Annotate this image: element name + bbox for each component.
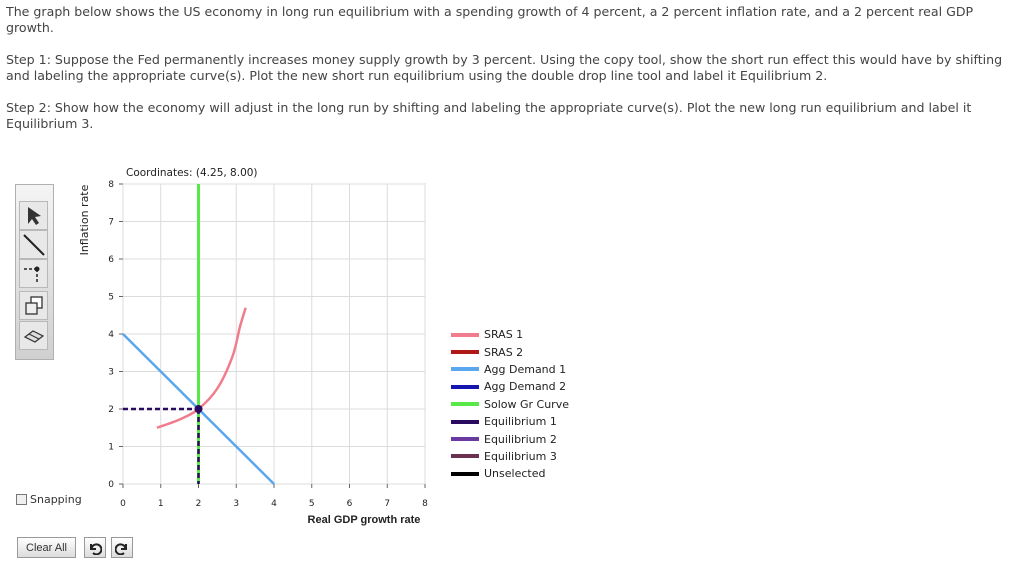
- y-tick-label: 2: [108, 405, 114, 415]
- legend-item-solow-gr-curve[interactable]: Solow Gr Curve: [451, 396, 569, 413]
- arrow-tool[interactable]: [19, 201, 48, 230]
- y-tick-label: 7: [108, 218, 114, 228]
- legend-item-equilibrium-2[interactable]: Equilibrium 2: [451, 430, 569, 447]
- copy-icon: [25, 296, 43, 315]
- legend-swatch: [451, 454, 479, 459]
- instruction-intro: The graph below shows the US economy in …: [6, 4, 974, 35]
- legend-swatch: [451, 367, 479, 372]
- legend-label: Agg Demand 1: [484, 362, 567, 376]
- x-tick-label: 3: [233, 499, 239, 509]
- legend-swatch: [451, 419, 479, 424]
- y-tick-label: 1: [108, 443, 114, 453]
- x-tick-label: 1: [158, 499, 164, 509]
- legend-label: Equilibrium 1: [484, 415, 557, 429]
- line-tool[interactable]: [19, 230, 48, 259]
- y-tick-label: 8: [108, 180, 114, 190]
- x-tick-label: 7: [384, 499, 390, 509]
- legend-item-equilibrium-1[interactable]: Equilibrium 1: [451, 413, 569, 430]
- legend-item-sras-1[interactable]: SRAS 1: [451, 326, 569, 343]
- legend-label: SRAS 2: [484, 345, 524, 359]
- eraser-tool[interactable]: [19, 321, 48, 350]
- clear-all-button[interactable]: Clear All: [17, 537, 76, 558]
- drop-line-icon: [24, 266, 40, 284]
- curve-sras-1: [156, 307, 247, 429]
- x-tick-label: 6: [347, 499, 353, 509]
- snapping-checkbox[interactable]: [16, 494, 27, 505]
- x-tick-label: 8: [422, 499, 428, 509]
- pointer-arrow-icon: [28, 207, 41, 225]
- double-drop-line-tool[interactable]: [19, 259, 48, 288]
- x-axis-label: Real GDP growth rate: [308, 514, 421, 526]
- y-tick-label: 4: [108, 330, 114, 340]
- y-tick-label: 0: [108, 480, 114, 490]
- eraser-icon: [23, 330, 45, 343]
- legend-swatch: [451, 471, 479, 476]
- legend-item-agg-demand-2[interactable]: Agg Demand 2: [451, 378, 569, 395]
- legend-label: Equilibrium 3: [484, 449, 557, 463]
- x-tick-label: 0: [120, 499, 126, 509]
- y-tick-label: 5: [108, 293, 114, 303]
- undo-icon: [90, 542, 102, 555]
- instruction-step2: Step 2: Show how the economy will adjust…: [6, 100, 972, 131]
- y-tick-label: 6: [108, 255, 114, 265]
- legend-swatch: [451, 437, 479, 442]
- legend-swatch: [451, 402, 479, 407]
- legend-item-unselected[interactable]: Unselected: [451, 465, 569, 482]
- snapping-toggle[interactable]: Snapping: [16, 493, 82, 506]
- legend-swatch: [451, 384, 479, 389]
- legend-label: Equilibrium 2: [484, 432, 557, 446]
- x-tick-label: 4: [271, 499, 277, 509]
- curve-legend: SRAS 1 SRAS 2 Agg Demand 1 Agg Demand 2 Solo…: [451, 326, 569, 483]
- redo-icon: [115, 542, 127, 555]
- legend-item-sras-2[interactable]: SRAS 2: [451, 343, 569, 360]
- line-icon: [23, 234, 45, 256]
- y-tick-label: 3: [108, 368, 114, 378]
- y-axis-label: Inflation rate: [78, 184, 91, 255]
- legend-item-agg-demand-1[interactable]: Agg Demand 1: [451, 361, 569, 378]
- instruction-step1: Step 1: Suppose the Fed permanently incr…: [6, 52, 1003, 83]
- snapping-label: Snapping: [30, 493, 82, 506]
- legend-swatch: [451, 332, 479, 337]
- drawing-toolbar: [15, 184, 54, 360]
- legend-label: Unselected: [484, 467, 546, 481]
- legend-swatch: [451, 350, 479, 355]
- copy-tool[interactable]: [19, 291, 48, 320]
- coordinates-readout: Coordinates: (4.25, 8.00): [126, 167, 258, 179]
- legend-label: Solow Gr Curve: [484, 397, 569, 411]
- legend-label: Agg Demand 2: [484, 380, 567, 394]
- legend-item-equilibrium-3[interactable]: Equilibrium 3: [451, 448, 569, 465]
- x-tick-label: 2: [196, 499, 202, 509]
- undo-button[interactable]: [84, 537, 106, 558]
- equilibrium-1-point: [194, 405, 203, 413]
- redo-button[interactable]: [111, 537, 133, 558]
- legend-label: SRAS 1: [484, 328, 524, 342]
- x-tick-label: 5: [309, 499, 315, 509]
